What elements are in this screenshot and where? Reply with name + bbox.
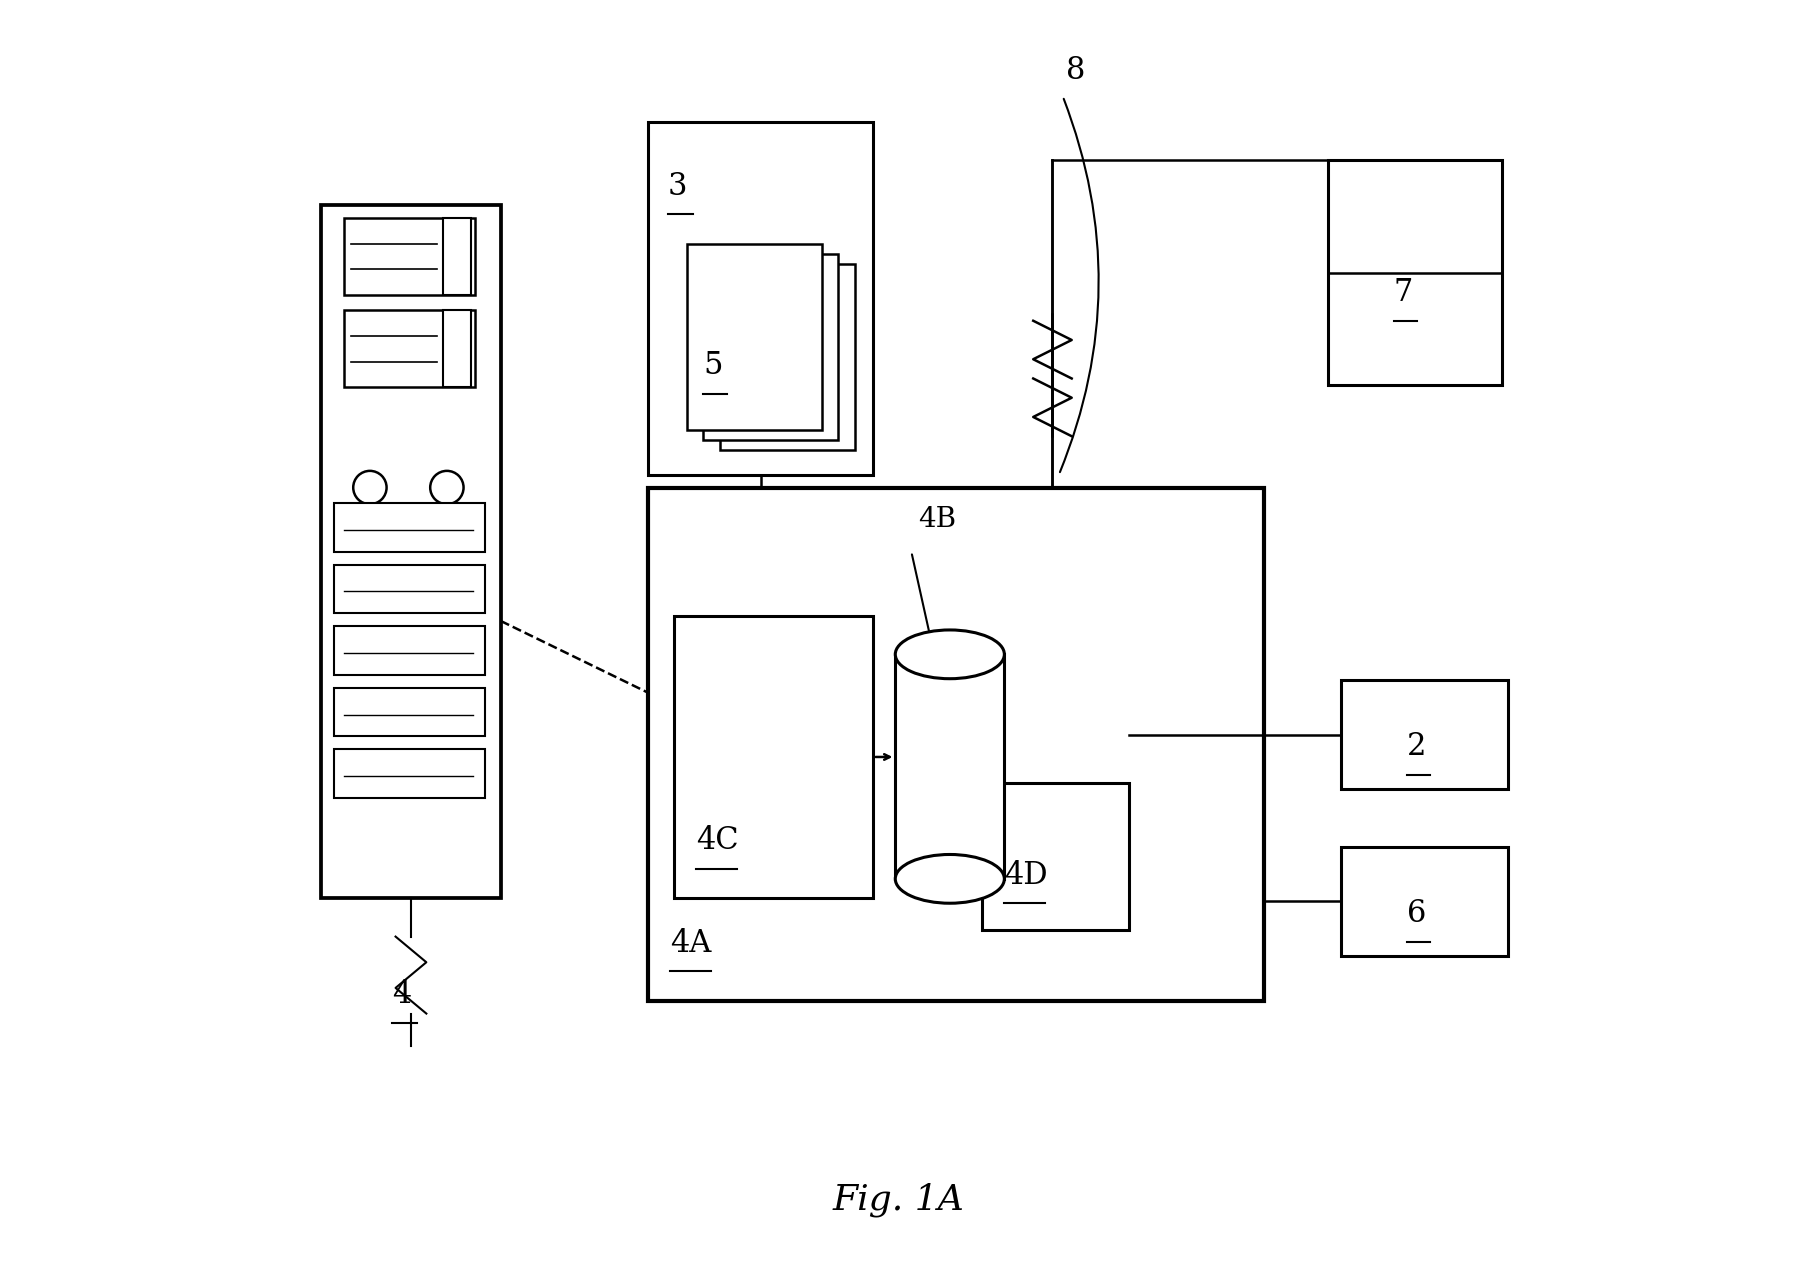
- Bar: [674, 616, 873, 898]
- Ellipse shape: [895, 854, 1005, 903]
- Bar: [649, 122, 873, 475]
- Bar: [334, 749, 485, 798]
- Bar: [322, 205, 501, 898]
- Bar: [334, 626, 485, 675]
- Bar: [444, 218, 471, 295]
- Bar: [334, 503, 485, 552]
- Bar: [721, 264, 855, 450]
- Text: 4D: 4D: [1005, 860, 1048, 890]
- Bar: [334, 565, 485, 613]
- Text: 3: 3: [667, 171, 686, 201]
- Bar: [703, 254, 837, 440]
- Text: 6: 6: [1407, 898, 1427, 929]
- Text: 8: 8: [1066, 55, 1085, 86]
- Bar: [686, 244, 821, 430]
- Text: 4A: 4A: [670, 928, 712, 958]
- Bar: [1341, 847, 1508, 956]
- Bar: [345, 310, 474, 387]
- Text: 4C: 4C: [695, 825, 739, 856]
- Bar: [444, 310, 471, 387]
- Bar: [1341, 680, 1508, 789]
- Text: 7: 7: [1394, 277, 1412, 308]
- Bar: [334, 688, 485, 736]
- Text: 4: 4: [392, 979, 412, 1010]
- Text: 2: 2: [1407, 731, 1427, 762]
- Bar: [1328, 160, 1502, 385]
- Ellipse shape: [895, 630, 1005, 679]
- Bar: [649, 488, 1263, 1001]
- Bar: [981, 783, 1130, 930]
- Text: Fig. 1A: Fig. 1A: [832, 1183, 965, 1216]
- Text: 5: 5: [703, 350, 722, 381]
- Text: 4B: 4B: [918, 506, 956, 534]
- Bar: [345, 218, 474, 295]
- Bar: [895, 654, 1005, 879]
